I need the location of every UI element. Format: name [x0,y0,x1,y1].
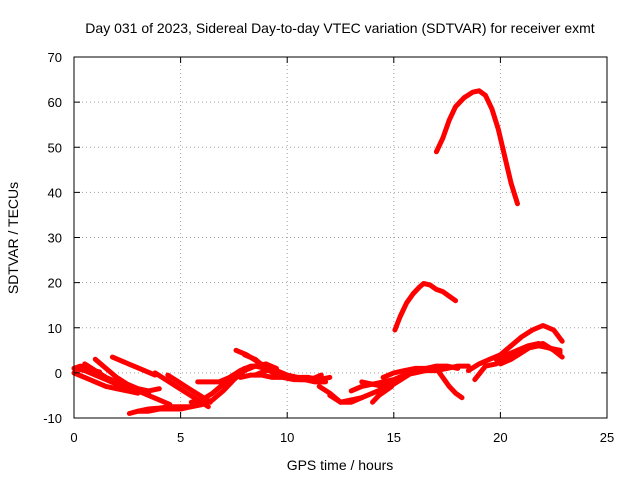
y-tick-label: 10 [48,321,62,336]
y-tick-label: 30 [48,231,62,246]
series-line-arc-29 [392,281,459,333]
y-tick-label: 0 [55,366,62,381]
series-line-arc-24 [433,365,465,401]
x-tick-label: 20 [493,430,507,445]
chart-title: Day 031 of 2023, Sidereal Day-to-day VTE… [85,20,594,36]
series-line-arc-8 [135,402,205,414]
series-line-arc-22 [370,383,395,405]
x-tick-label: 15 [387,430,401,445]
y-axis-title: SDTVAR / TECUs [5,182,21,294]
y-tick-label: 50 [48,140,62,155]
series-line-arc-25 [465,323,565,374]
series-line-arc-28 [497,341,565,367]
series-line-arc-30 [433,88,520,207]
series-line-arc-17 [252,368,333,383]
series-line-arc-19 [327,386,386,405]
y-tick-label: -10 [43,411,62,426]
axis-ticks: 0 5 10 15 20 25 -10 0 10 20 30 40 50 60 70 [43,50,614,445]
y-tick-label: 40 [48,185,62,200]
x-tick-label: 10 [280,430,294,445]
x-tick-label: 25 [600,430,614,445]
series-line-arc-23 [380,363,461,380]
series-line-arc-6 [109,354,158,378]
plot-frame [73,56,608,419]
x-tick-label: 5 [177,430,184,445]
x-tick-label: 0 [70,430,77,445]
grid [74,57,607,418]
y-tick-label: 60 [48,95,62,110]
series-group [71,88,565,416]
y-tick-label: 20 [48,276,62,291]
x-axis-title: GPS time / hours [287,457,394,473]
y-tick-label: 70 [48,50,62,65]
series-line-arc-5 [92,356,162,394]
